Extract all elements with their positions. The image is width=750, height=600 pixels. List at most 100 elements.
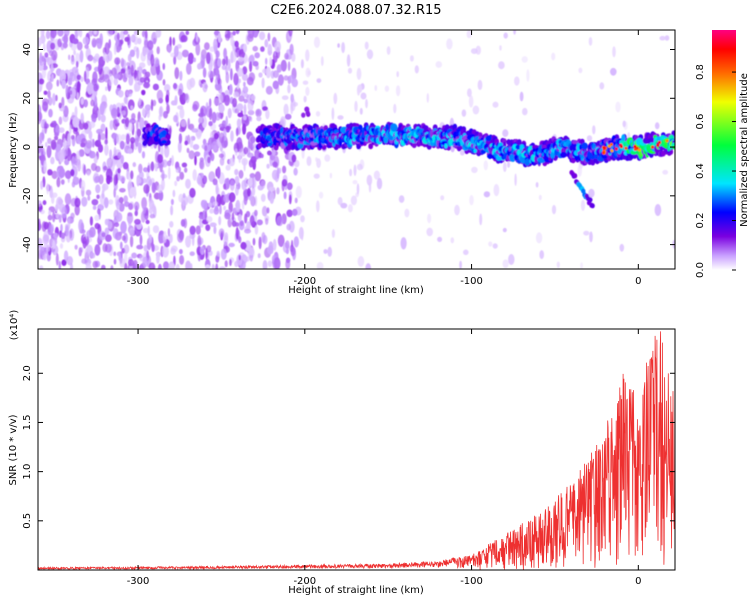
- heatmap-cell: [287, 84, 291, 94]
- heatmap-cell: [139, 62, 146, 69]
- heatmap-cell: [133, 30, 139, 36]
- heatmap-cell: [267, 245, 274, 255]
- heatmap-cell: [272, 80, 279, 90]
- heatmap-cell: [179, 255, 185, 265]
- heatmap-cell: [209, 208, 215, 214]
- heatmap-cell: [46, 57, 53, 66]
- heatmap-cell: [94, 176, 101, 183]
- heatmap-cell: [70, 135, 75, 140]
- heatmap-cell: [73, 126, 79, 132]
- colorbar-tick-label: 0.8: [695, 64, 706, 80]
- heatmap-cell: [316, 262, 324, 269]
- heatmap-cell: [165, 94, 169, 103]
- heatmap-cell: [219, 157, 225, 166]
- heatmap-cell: [217, 58, 222, 67]
- heatmap-cell: [234, 222, 240, 227]
- heatmap-cell: [119, 175, 126, 183]
- heatmap-cell: [173, 82, 178, 90]
- heatmap-cell: [516, 139, 522, 146]
- heatmap-cell: [40, 246, 46, 256]
- heatmap-cell: [368, 143, 374, 150]
- heatmap-cell: [182, 93, 189, 101]
- heatmap-cell: [143, 167, 149, 173]
- heatmap-cell: [357, 84, 363, 93]
- heatmap-cell: [67, 133, 71, 146]
- heatmap-cell: [254, 209, 258, 217]
- y-tick-label: 1.0: [22, 464, 33, 480]
- heatmap-cell: [466, 30, 472, 39]
- heatmap-cell: [148, 234, 153, 244]
- heatmap-cell: [225, 125, 232, 131]
- heatmap-cell: [123, 244, 130, 254]
- heatmap-cell: [200, 54, 206, 64]
- snr-frame: [37, 328, 676, 571]
- heatmap-cell: [619, 243, 625, 252]
- heatmap-cell: [102, 52, 107, 61]
- heatmap-cell: [78, 247, 82, 257]
- heatmap-cell: [294, 159, 300, 168]
- heatmap-cell: [68, 54, 71, 61]
- heatmap-cell: [590, 203, 595, 209]
- heatmap-cell: [78, 219, 84, 232]
- heatmap-cell: [74, 197, 81, 208]
- heatmap-cell: [163, 110, 168, 119]
- heatmap-cell: [471, 166, 478, 174]
- heatmap-cell: [514, 76, 520, 86]
- heatmap-cell: [47, 137, 52, 145]
- heatmap-cell: [227, 108, 232, 119]
- heatmap-cell: [74, 244, 78, 250]
- heatmap-cell: [171, 155, 175, 167]
- snr-x-axis: -300 -200 -100 0: [127, 329, 642, 587]
- heatmap-cell: [38, 37, 42, 48]
- heatmap-cell: [248, 72, 256, 82]
- heatmap-cell: [172, 37, 176, 46]
- heatmap-cell: [78, 30, 83, 38]
- heatmap-cell: [173, 45, 179, 58]
- heatmap-cell: [39, 132, 45, 141]
- heatmap-cell: [43, 221, 49, 230]
- heatmap-cell: [136, 47, 140, 59]
- heatmap-cell: [519, 91, 524, 102]
- heatmap-cell: [219, 266, 226, 269]
- heatmap-cell: [175, 167, 180, 173]
- heatmap-cell: [179, 127, 185, 133]
- heatmap-cell: [202, 67, 207, 78]
- heatmap-cell: [333, 92, 338, 105]
- heatmap-cell: [398, 195, 405, 203]
- heatmap-cell: [208, 121, 213, 127]
- heatmap-cell: [235, 30, 240, 35]
- heatmap-cell: [61, 206, 68, 219]
- heatmap-cell: [238, 78, 242, 84]
- heatmap-cell: [157, 184, 164, 194]
- heatmap-cell: [426, 93, 429, 103]
- x-tick-label: 0: [635, 576, 641, 587]
- heatmap-cell: [94, 244, 101, 256]
- heatmap-cell: [108, 199, 114, 205]
- heatmap-cell: [113, 44, 117, 55]
- heatmap-cell: [90, 162, 97, 172]
- heatmap-cell: [195, 225, 201, 235]
- heatmap-cell: [376, 177, 383, 190]
- heatmap-cell: [288, 194, 292, 205]
- heatmap-cell: [220, 248, 227, 260]
- heatmap-cell: [81, 196, 88, 207]
- heatmap-cell: [55, 94, 58, 102]
- heatmap-cell: [211, 111, 217, 124]
- heatmap-cell: [117, 90, 124, 98]
- heatmap-cell: [113, 174, 118, 186]
- heatmap-cell: [237, 214, 242, 222]
- heatmap-cell: [153, 162, 158, 169]
- heatmap-cell: [426, 227, 434, 237]
- heatmap-cell: [331, 229, 335, 238]
- heatmap-cell: [252, 237, 256, 246]
- heatmap-cell: [81, 258, 87, 265]
- heatmap-cell: [91, 113, 97, 119]
- heatmap-cell: [162, 231, 167, 244]
- heatmap-cell: [142, 108, 146, 117]
- heatmap-cell: [123, 96, 128, 104]
- heatmap-cell: [260, 153, 264, 159]
- heatmap-cell: [215, 50, 220, 58]
- snr-panel: -300 -200 -100 0 0.5 1.0 1.5 2.0 Height of str…: [8, 310, 676, 596]
- heatmap-cell: [94, 214, 100, 222]
- heatmap-cell: [85, 262, 92, 269]
